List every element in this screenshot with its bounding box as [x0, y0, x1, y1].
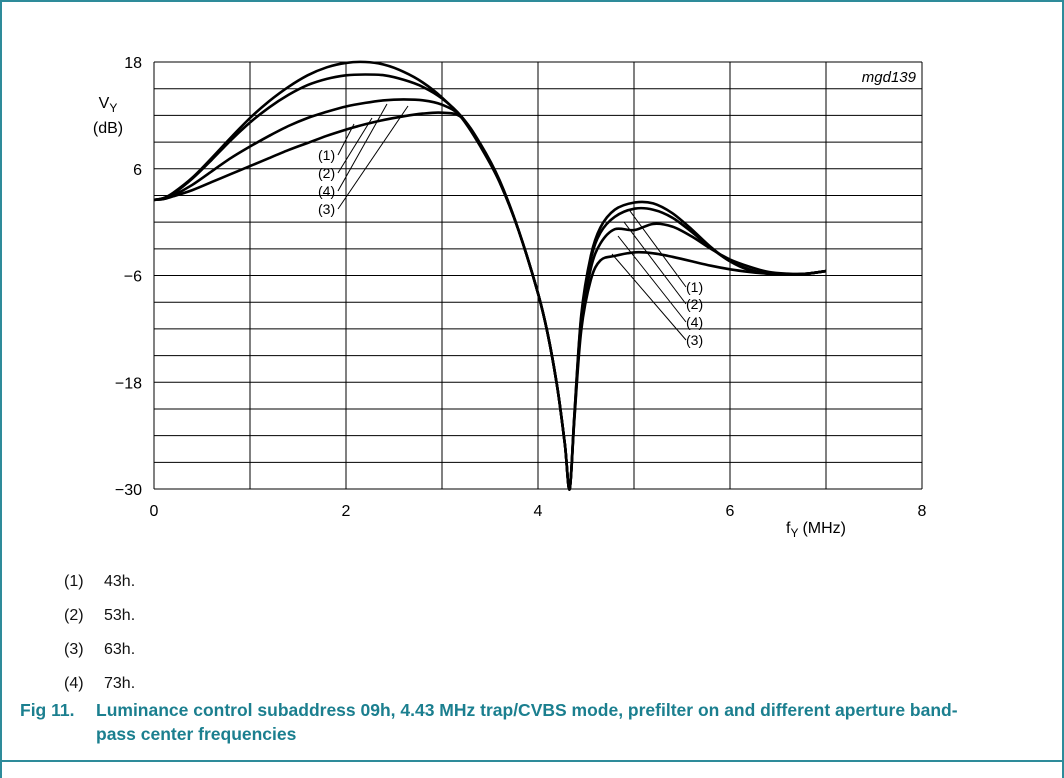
figure-caption: Fig 11. Luminance control subaddress 09h,… [20, 698, 1020, 746]
chart-curves [153, 60, 827, 491]
callout-label-left: (3) [318, 201, 335, 217]
legend-item-4: (4) 73h. [64, 675, 135, 693]
legend-item-1: (1) 43h. [64, 573, 135, 591]
callout-label-right: (1) [686, 279, 703, 295]
callout-label-left: (4) [318, 183, 335, 199]
y-axis-unit: (dB) [93, 120, 123, 137]
y-axis-label-main: V [99, 95, 110, 112]
x-tick-label: 4 [534, 503, 543, 520]
legend-text: 43h. [104, 573, 136, 590]
figure-number: Fig 11. [20, 700, 75, 720]
callout-leader-left [337, 123, 355, 156]
callout-leader-right [617, 235, 687, 323]
callout-leader-right [623, 221, 687, 305]
chart-ticks: 0 2 4 6 8 18 6 −6 −18 −30 [115, 55, 927, 520]
chart-grid [153, 61, 923, 490]
legend-num: (3) [64, 641, 84, 658]
y-tick-label: −6 [124, 269, 142, 286]
x-tick-label: 0 [150, 503, 159, 520]
x-tick-label: 2 [342, 503, 351, 520]
x-axis-label-sub: Y [790, 526, 798, 540]
legend-text: 53h. [104, 607, 136, 624]
y-axis-label-sub: Y [109, 101, 117, 115]
legend-item-3: (3) 63h. [64, 641, 135, 659]
callout-leader-left [337, 117, 373, 174]
callout-label-right: (4) [686, 314, 703, 330]
series-line-3 [153, 111, 827, 491]
callout-leader-right [611, 253, 687, 341]
y-tick-label: 18 [124, 55, 142, 72]
figure-code: mgd139 [862, 69, 917, 86]
callout-label-left: (1) [318, 147, 335, 163]
x-tick-label: 6 [726, 503, 735, 520]
series-line-2 [153, 73, 827, 491]
legend-num: (2) [64, 607, 84, 624]
x-axis-label-main: f [786, 520, 791, 537]
legend-num: (4) [64, 675, 84, 692]
x-axis-label: fY (MHz) [786, 520, 846, 540]
caption-divider [2, 760, 1062, 762]
callout-leader-right [629, 210, 687, 288]
chart-callouts: (1)(2)(4)(3)(1)(2)(4)(3) [318, 103, 703, 348]
y-tick-label: 6 [133, 162, 142, 179]
callout-label-right: (3) [686, 332, 703, 348]
legend-text: 63h. [104, 641, 136, 658]
callout-leader-left [337, 103, 388, 192]
callout-label-right: (2) [686, 296, 703, 312]
callout-leader-left [337, 105, 409, 210]
x-tick-label: 8 [918, 503, 927, 520]
legend-text: 73h. [104, 675, 136, 692]
figure-title: Luminance control subaddress 09h, 4.43 M… [96, 700, 958, 744]
legend-num: (1) [64, 573, 84, 590]
x-axis-label-unit: (MHz) [802, 520, 846, 537]
luminance-chart: (1)(2)(4)(3)(1)(2)(4)(3) 0 2 4 6 8186−6−18−3… [93, 55, 927, 540]
callout-label-left: (2) [318, 165, 335, 181]
y-axis-label: VY [99, 95, 118, 115]
y-tick-label: −18 [115, 375, 142, 392]
y-tick-label: −30 [115, 482, 142, 499]
legend-item-2: (2) 53h. [64, 607, 135, 625]
